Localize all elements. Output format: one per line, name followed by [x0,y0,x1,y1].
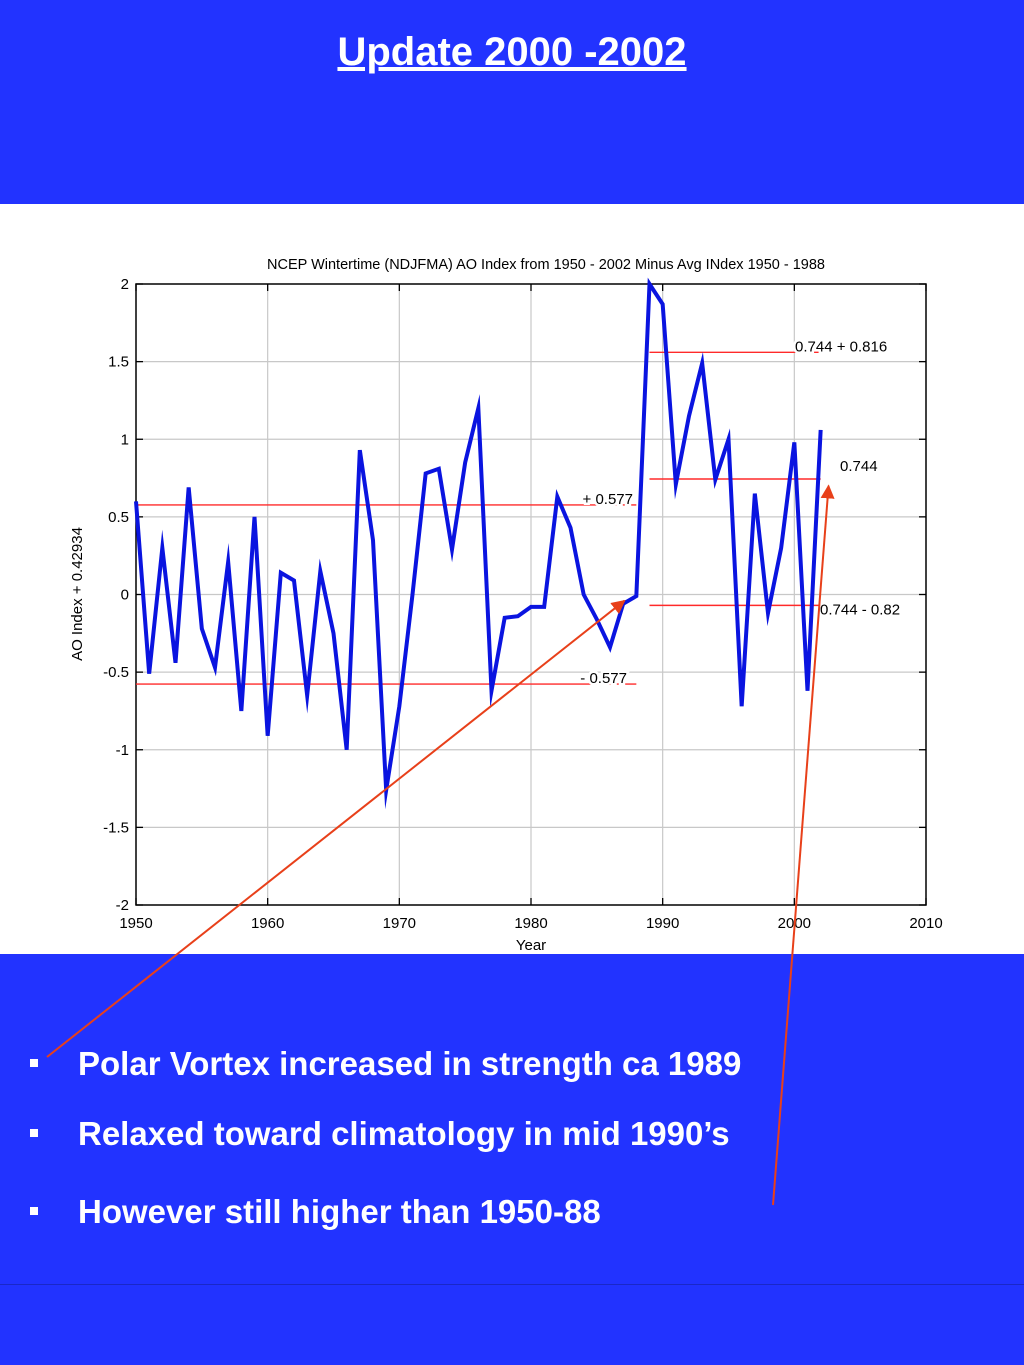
x-tick-label: 1950 [119,915,152,932]
ao-index-series-line [134,277,823,810]
bullet-list: Polar Vortex increased in strength ca 19… [28,1045,988,1231]
bullet-item: Polar Vortex increased in strength ca 19… [28,1045,988,1115]
bullet-square-icon [30,1129,38,1137]
x-tick-label: 1990 [646,915,679,932]
reference-label: + 0.577 [583,491,633,508]
y-tick-label: -0.5 [103,664,129,681]
reference-label: 0.744 [840,458,878,475]
y-tick-label: 1.5 [108,354,129,371]
y-tick-label: -1.5 [103,819,129,836]
x-tick-label: 1980 [514,915,547,932]
chart-panel: NCEP Wintertime (NDJFMA) AO Index from 1… [0,204,1024,954]
reference-label: - 0.577 [580,670,627,687]
chart-title: NCEP Wintertime (NDJFMA) AO Index from 1… [267,257,825,273]
footer-divider [0,1284,1024,1285]
x-tick-label: 1970 [383,915,416,932]
x-tick-label: 2000 [778,915,811,932]
axis-ticks: 1950 1960 1970 1980 1990 2000 2010 -2 -1.5 -1 -0.5… [103,276,943,932]
bullet-item: However still higher than 1950-88 [28,1193,988,1231]
y-tick-label: -1 [116,742,129,759]
x-tick-label: 1960 [251,915,284,932]
series-layer [134,277,823,810]
bullet-square-icon [30,1059,38,1067]
y-axis-label: AO Index + 0.42934 [69,527,86,661]
y-tick-label: 0 [121,587,129,604]
bullet-text: However still higher than 1950-88 [78,1193,601,1230]
grid-lines [136,284,926,905]
reference-label: 0.744 + 0.816 [795,338,887,355]
y-tick-label: 0.5 [108,509,129,526]
bullet-square-icon [30,1207,38,1215]
y-tick-label: 1 [121,431,129,448]
x-tick-label: 2010 [909,915,942,932]
y-tick-label: -2 [116,897,129,914]
bullet-text: Polar Vortex increased in strength ca 19… [78,1045,742,1082]
reference-label: 0.744 - 0.82 [820,601,900,618]
ao-index-chart: NCEP Wintertime (NDJFMA) AO Index from 1… [69,257,943,954]
bullet-item: Relaxed toward climatology in mid 1990’s [28,1115,988,1193]
bullet-text: Relaxed toward climatology in mid 1990’s [78,1115,730,1152]
slide-title: Update 2000 -2002 [337,30,687,74]
y-tick-label: 2 [121,276,129,293]
x-axis-label: Year [516,937,546,954]
